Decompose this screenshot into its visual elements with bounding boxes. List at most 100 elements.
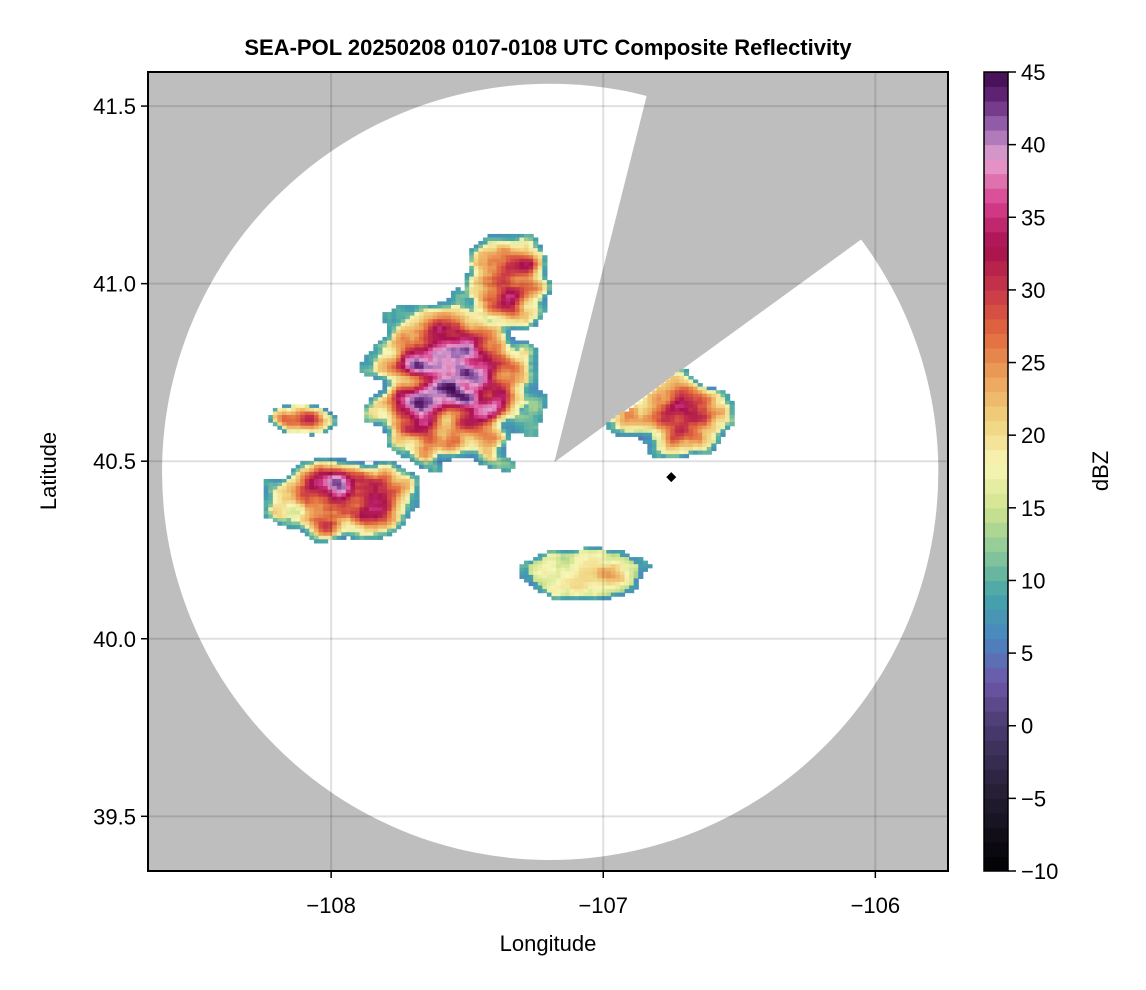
echo-cell xyxy=(441,404,447,409)
echo-cell xyxy=(400,475,406,480)
echo-cell xyxy=(505,379,511,384)
echo-cell xyxy=(450,347,457,352)
echo-cell xyxy=(711,425,717,430)
echo-cell xyxy=(368,518,374,523)
echo-cell xyxy=(455,326,461,331)
echo-cell xyxy=(391,336,397,342)
echo-cell xyxy=(464,372,470,377)
echo-cell xyxy=(268,418,274,423)
echo-cell xyxy=(318,493,324,498)
echo-cell xyxy=(382,411,388,416)
echo-cell xyxy=(514,258,521,263)
echo-cell xyxy=(373,532,379,537)
echo-cell xyxy=(661,454,667,459)
echo-cell xyxy=(482,280,489,285)
echo-cell xyxy=(396,422,402,427)
echo-cell xyxy=(323,503,329,508)
echo-cell xyxy=(679,425,685,430)
echo-cell xyxy=(405,450,411,455)
echo-cell xyxy=(478,336,484,342)
echo-cell xyxy=(528,269,534,274)
echo-cell xyxy=(437,468,443,473)
echo-cell xyxy=(478,351,484,356)
echo-cell xyxy=(432,468,438,473)
echo-cell xyxy=(382,358,388,363)
echo-cell xyxy=(387,312,393,317)
echo-cell xyxy=(359,365,365,370)
echo-cell xyxy=(496,258,502,263)
echo-cell xyxy=(533,372,539,377)
echo-cell xyxy=(368,478,374,484)
echo-cell xyxy=(409,368,416,374)
echo-cell xyxy=(423,439,429,445)
echo-cell xyxy=(469,251,475,256)
echo-cell xyxy=(478,361,484,366)
echo-cell xyxy=(423,407,429,413)
echo-cell xyxy=(619,418,626,423)
echo-cell xyxy=(336,521,342,526)
echo-cell xyxy=(711,429,717,434)
echo-cell xyxy=(482,351,489,356)
echo-cell xyxy=(469,439,475,445)
echo-cell xyxy=(309,507,315,512)
echo-cell xyxy=(496,347,502,352)
echo-cell xyxy=(629,415,635,420)
echo-cell xyxy=(670,383,676,388)
echo-cell xyxy=(396,443,402,448)
y-tick-label: 41.5 xyxy=(93,94,136,119)
echo-cell xyxy=(382,368,388,374)
echo-cell xyxy=(510,344,516,349)
echo-cell xyxy=(286,425,292,430)
echo-cell xyxy=(387,411,393,416)
echo-cell xyxy=(460,336,466,342)
echo-cell xyxy=(409,418,416,423)
echo-cell xyxy=(679,411,685,416)
echo-cell xyxy=(487,290,493,295)
x-axis-ticks: −108 −107 −106 xyxy=(306,871,900,918)
echo-cell xyxy=(633,581,639,587)
echo-cell xyxy=(551,564,557,569)
echo-cell xyxy=(615,581,621,587)
echo-cell xyxy=(460,418,466,423)
echo-cell xyxy=(441,439,447,445)
echo-cell xyxy=(387,468,393,473)
echo-cell xyxy=(336,532,342,537)
echo-cell xyxy=(560,592,566,597)
echo-cell xyxy=(592,578,598,583)
echo-cell xyxy=(587,549,594,555)
echo-cell xyxy=(345,482,352,487)
echo-cell xyxy=(469,407,475,413)
echo-cell xyxy=(455,351,461,356)
echo-cell xyxy=(464,411,470,416)
echo-cell xyxy=(432,397,438,402)
echo-cell xyxy=(469,280,475,285)
echo-cell xyxy=(473,429,479,434)
echo-cell xyxy=(272,510,278,516)
echo-cell xyxy=(482,415,489,420)
echo-cell xyxy=(414,365,420,370)
echo-cell xyxy=(597,553,603,558)
echo-cell xyxy=(487,233,493,239)
echo-cell xyxy=(460,386,466,391)
echo-cell xyxy=(387,482,393,487)
colorbar-band xyxy=(984,594,1008,611)
echo-cell xyxy=(656,446,662,452)
echo-cell xyxy=(501,418,507,423)
echo-cell xyxy=(610,560,616,565)
echo-cell xyxy=(482,358,489,363)
echo-cell xyxy=(606,567,612,572)
echo-cell xyxy=(414,415,420,420)
echo-cell xyxy=(373,347,379,352)
echo-cell xyxy=(537,415,543,420)
echo-cell xyxy=(528,571,534,576)
echo-cell xyxy=(368,368,374,374)
echo-cell xyxy=(510,372,516,377)
echo-cell xyxy=(377,493,384,498)
echo-cell xyxy=(473,297,479,303)
echo-cell xyxy=(277,482,283,487)
echo-cell xyxy=(423,368,429,374)
echo-cell xyxy=(428,404,434,409)
echo-cell xyxy=(396,393,402,398)
echo-cell xyxy=(350,475,356,480)
echo-cell xyxy=(396,418,402,423)
